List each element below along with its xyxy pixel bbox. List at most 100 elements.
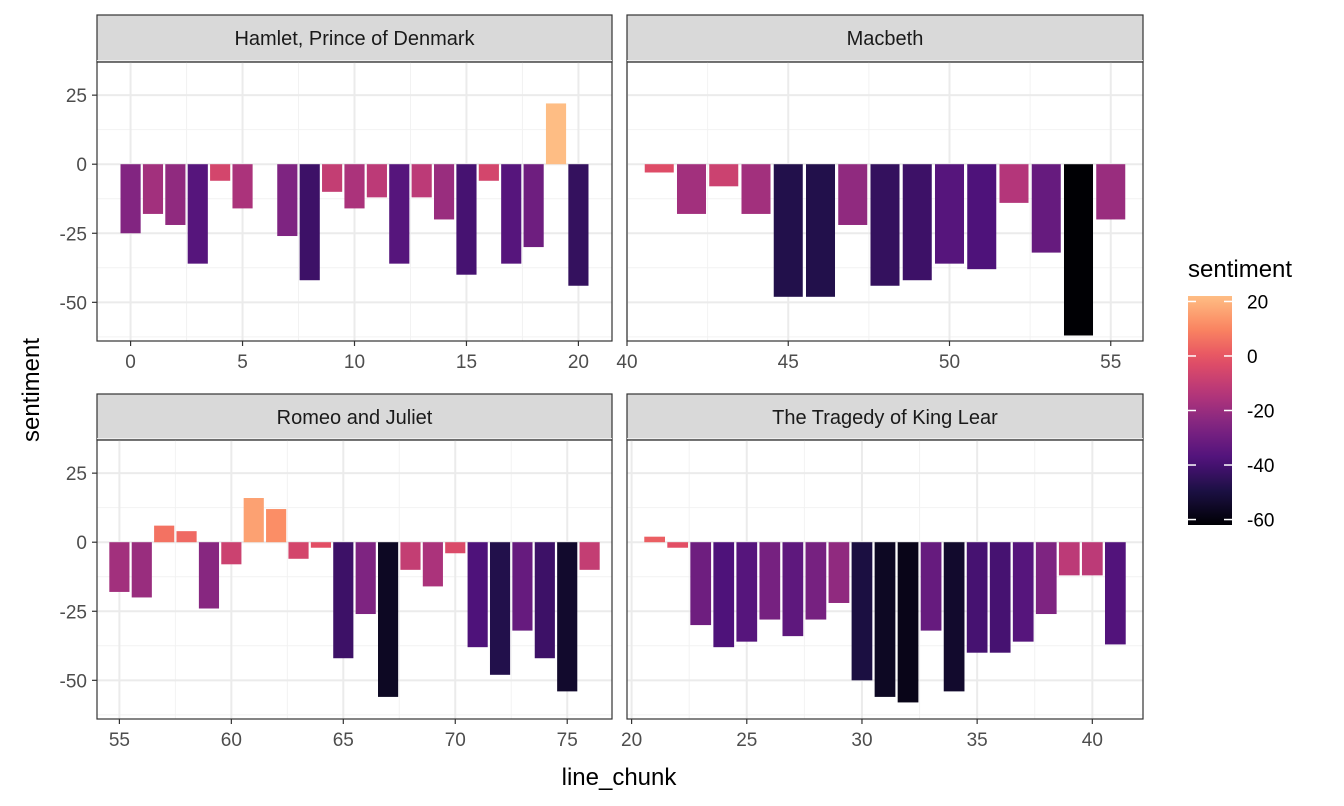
bar xyxy=(277,164,298,237)
bar xyxy=(870,164,900,286)
x-tick-label: 5 xyxy=(237,352,248,373)
x-tick-label: 20 xyxy=(568,352,589,373)
facet-strip xyxy=(626,393,1144,441)
bar xyxy=(131,542,152,598)
bar xyxy=(1031,164,1061,253)
facet-title: The Tragedy of King Lear xyxy=(772,407,998,429)
y-axis-title: sentiment xyxy=(18,338,45,442)
bar xyxy=(1096,164,1126,220)
facet-title: Macbeth xyxy=(847,28,924,50)
bar xyxy=(344,164,365,209)
facet-strip xyxy=(96,393,613,441)
legend-tick-label: 0 xyxy=(1247,347,1258,368)
facet-strip xyxy=(626,14,1144,63)
facet-panel: The Tragedy of King Lear 20 25 30 35 40 xyxy=(621,393,1144,751)
x-tick-label: 20 xyxy=(621,730,642,751)
bar xyxy=(378,542,399,697)
bar xyxy=(1063,164,1094,336)
bar xyxy=(266,509,287,543)
bar xyxy=(333,542,354,659)
x-tick-label: 65 xyxy=(333,730,354,751)
y-tick-label: -50 xyxy=(60,671,87,692)
bar xyxy=(445,542,466,554)
bar xyxy=(198,542,220,609)
bar xyxy=(210,164,231,181)
bar xyxy=(851,542,873,681)
bar xyxy=(366,164,387,198)
bar xyxy=(1081,542,1103,576)
bar xyxy=(534,542,555,659)
x-tick-label: 45 xyxy=(778,352,799,373)
facet-panel: Romeo and Juliet 25 0 -25 -50 55 60 65 70 75 xyxy=(60,393,613,751)
bar xyxy=(989,542,1011,653)
y-tick-label: 0 xyxy=(76,155,87,176)
bar xyxy=(741,164,771,214)
bar xyxy=(838,164,868,225)
bar xyxy=(545,103,567,165)
bar xyxy=(501,164,522,264)
y-tick-label: -25 xyxy=(60,224,87,245)
bar xyxy=(690,542,712,626)
facet-panel: Hamlet, Prince of Denmark 25 0 -25 -50 0 5 10 15… xyxy=(60,14,613,373)
bar xyxy=(709,164,739,187)
legend-tick-label: -60 xyxy=(1247,511,1274,532)
bar xyxy=(456,164,477,275)
legend: 20 0 -20 -40 -60 xyxy=(1188,292,1274,532)
bar xyxy=(874,542,896,697)
bar xyxy=(1012,542,1034,642)
x-tick-label: 75 xyxy=(557,730,578,751)
x-tick-label: 10 xyxy=(344,352,365,373)
bar xyxy=(920,542,942,631)
bar xyxy=(667,542,689,548)
x-tick-label: 30 xyxy=(851,730,872,751)
y-tick-label: 25 xyxy=(66,86,87,107)
x-tick-label: 40 xyxy=(616,352,637,373)
bar xyxy=(934,164,965,264)
x-tick-label: 35 xyxy=(967,730,988,751)
bar xyxy=(176,531,197,543)
x-tick-label: 15 xyxy=(456,352,477,373)
bar xyxy=(966,542,988,653)
bar xyxy=(759,542,781,620)
bar xyxy=(109,542,130,592)
bar xyxy=(943,542,965,692)
bar xyxy=(232,164,253,209)
legend-title: sentiment xyxy=(1188,256,1292,283)
bar xyxy=(322,164,343,192)
legend-tick-label: -40 xyxy=(1247,456,1274,477)
panel-border xyxy=(96,439,613,720)
bar xyxy=(967,164,997,270)
bar xyxy=(478,164,499,181)
bar xyxy=(433,164,455,220)
bar xyxy=(243,498,264,543)
x-tick-label: 55 xyxy=(1100,352,1121,373)
bar xyxy=(165,164,186,225)
bar xyxy=(389,164,410,264)
bar xyxy=(355,542,376,615)
y-tick-label: 25 xyxy=(66,464,87,485)
bar xyxy=(467,542,488,648)
y-tick-label: -25 xyxy=(60,602,87,623)
bar xyxy=(999,164,1029,203)
bar xyxy=(120,164,141,234)
bar xyxy=(805,164,836,297)
bar xyxy=(400,542,421,570)
bar xyxy=(713,542,735,648)
facet-title: Romeo and Juliet xyxy=(277,407,433,429)
bar xyxy=(902,164,932,281)
bar xyxy=(1058,542,1080,576)
facet-strip xyxy=(96,14,613,63)
x-axis-title: line_chunk xyxy=(562,764,678,791)
y-tick-label: -50 xyxy=(60,293,87,314)
bar xyxy=(644,164,674,173)
legend-tick-label: -20 xyxy=(1247,402,1274,423)
panel-border xyxy=(626,439,1144,720)
bar xyxy=(782,542,804,637)
y-tick-label: 0 xyxy=(76,533,87,554)
bar xyxy=(221,542,242,565)
bar xyxy=(422,542,443,587)
bar xyxy=(828,542,850,603)
bar xyxy=(1104,542,1126,645)
bar xyxy=(805,542,827,620)
